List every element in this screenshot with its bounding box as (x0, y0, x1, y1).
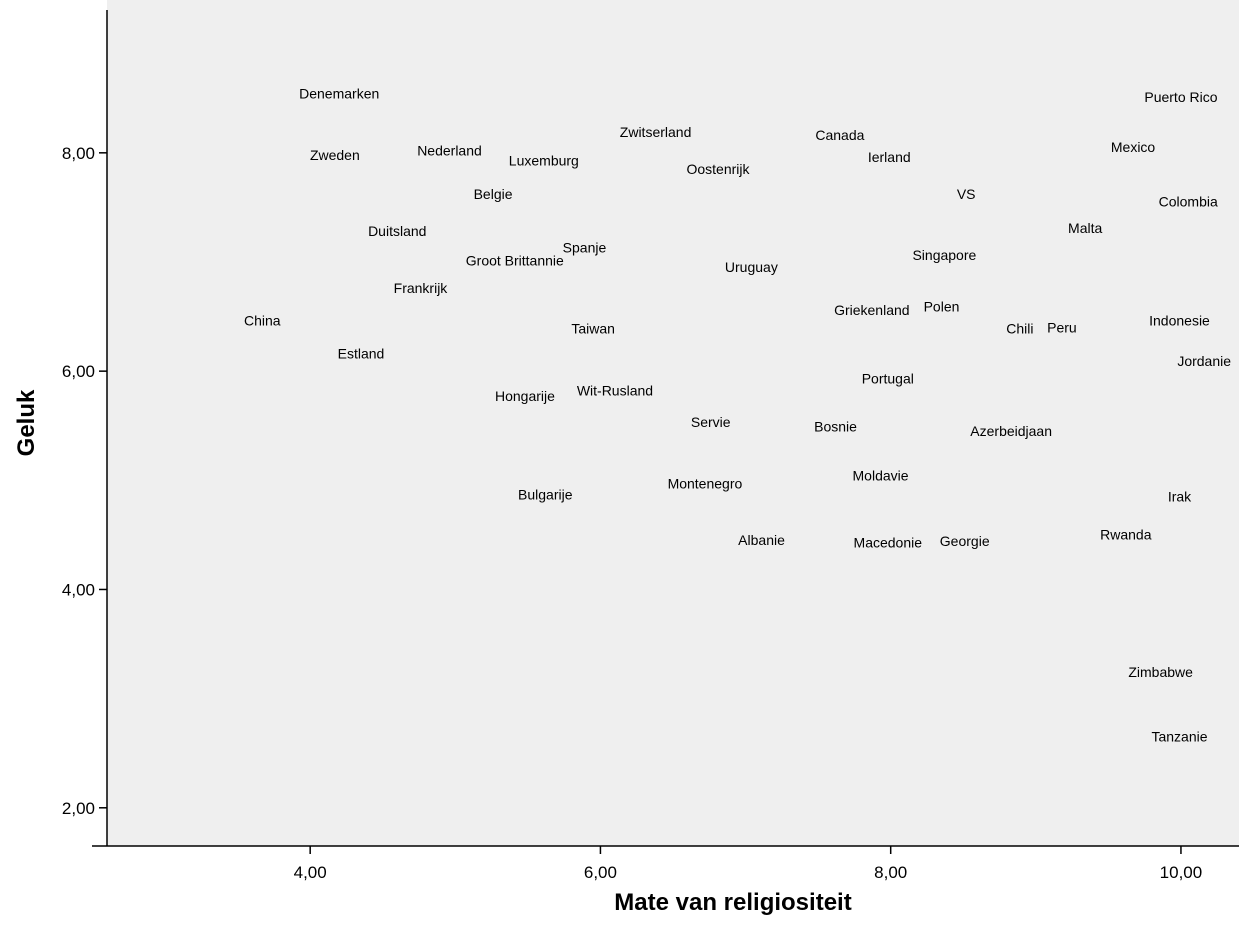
plot-background (107, 0, 1239, 846)
data-point-label: Moldavie (853, 468, 909, 484)
y-tick-label: 4,00 (62, 580, 95, 599)
x-tick-label: 10,00 (1160, 863, 1203, 882)
data-points: Denemarken Zweden Nederland Luxemburg Zwitse… (244, 86, 1231, 745)
y-tick-label: 8,00 (62, 144, 95, 163)
x-tick-label: 4,00 (294, 863, 327, 882)
data-point-label: Peru (1047, 319, 1077, 335)
data-point-label: Canada (815, 127, 864, 143)
data-point-label: Hongarije (495, 388, 555, 404)
y-axis-title: Geluk (13, 389, 40, 456)
data-point-label: Azerbeidjaan (970, 423, 1052, 439)
data-point-label: Zimbabwe (1128, 664, 1193, 680)
data-point-label: Singapore (912, 247, 976, 263)
data-point-label: Zwitserland (620, 124, 692, 140)
data-point-label: Ierland (868, 149, 911, 165)
data-point-label: Zweden (310, 147, 360, 163)
data-point-label: Frankrijk (394, 280, 449, 296)
data-point-label: Irak (1168, 488, 1192, 504)
data-point-label: Chili (1006, 320, 1033, 336)
data-point-label: Puerto Rico (1144, 89, 1217, 105)
data-point-label: Nederland (417, 142, 482, 158)
data-point-label: Rwanda (1100, 527, 1152, 543)
data-point-label: VS (957, 186, 976, 202)
data-point-label: Indonesie (1149, 313, 1210, 329)
data-point-label: Servie (691, 414, 731, 430)
data-point-label: Albanie (738, 532, 785, 548)
data-point-label: Estland (338, 345, 385, 361)
data-point-label: Spanje (563, 240, 607, 256)
y-tick-label: 2,00 (62, 799, 95, 818)
y-axis: 2,00 4,00 6,00 8,00 (62, 10, 108, 846)
data-point-label: Malta (1068, 220, 1102, 236)
data-point-label: Jordanie (1177, 353, 1231, 369)
data-point-label: Uruguay (725, 259, 778, 275)
data-point-label: Portugal (862, 371, 914, 387)
data-point-label: Luxemburg (509, 152, 579, 168)
x-tick-label: 6,00 (584, 863, 617, 882)
x-axis-title: Mate van religiositeit (614, 889, 851, 916)
data-point-label: Griekenland (834, 302, 910, 318)
data-point-label: Duitsland (368, 223, 426, 239)
data-point-label: Wit-Rusland (577, 383, 653, 399)
data-point-label: Bosnie (814, 419, 857, 435)
data-point-label: Oostenrijk (686, 161, 750, 177)
y-tick-label: 6,00 (62, 362, 95, 381)
data-point-label: Georgie (940, 533, 990, 549)
data-point-label: Montenegro (668, 475, 743, 491)
data-point-label: Belgie (474, 186, 513, 202)
x-axis: 4,00 6,00 8,00 10,00 (92, 845, 1239, 882)
data-point-label: China (244, 313, 281, 329)
data-point-label: Mexico (1111, 139, 1156, 155)
data-point-label: Tanzanie (1151, 729, 1207, 745)
data-point-label: Denemarken (299, 86, 379, 102)
x-tick-label: 8,00 (874, 863, 907, 882)
data-point-label: Groot Brittannie (466, 253, 564, 269)
data-point-label: Colombia (1159, 194, 1218, 210)
data-point-label: Polen (924, 299, 960, 315)
data-point-label: Bulgarije (518, 486, 573, 502)
data-point-label: Macedonie (854, 534, 923, 550)
data-point-label: Taiwan (571, 320, 615, 336)
